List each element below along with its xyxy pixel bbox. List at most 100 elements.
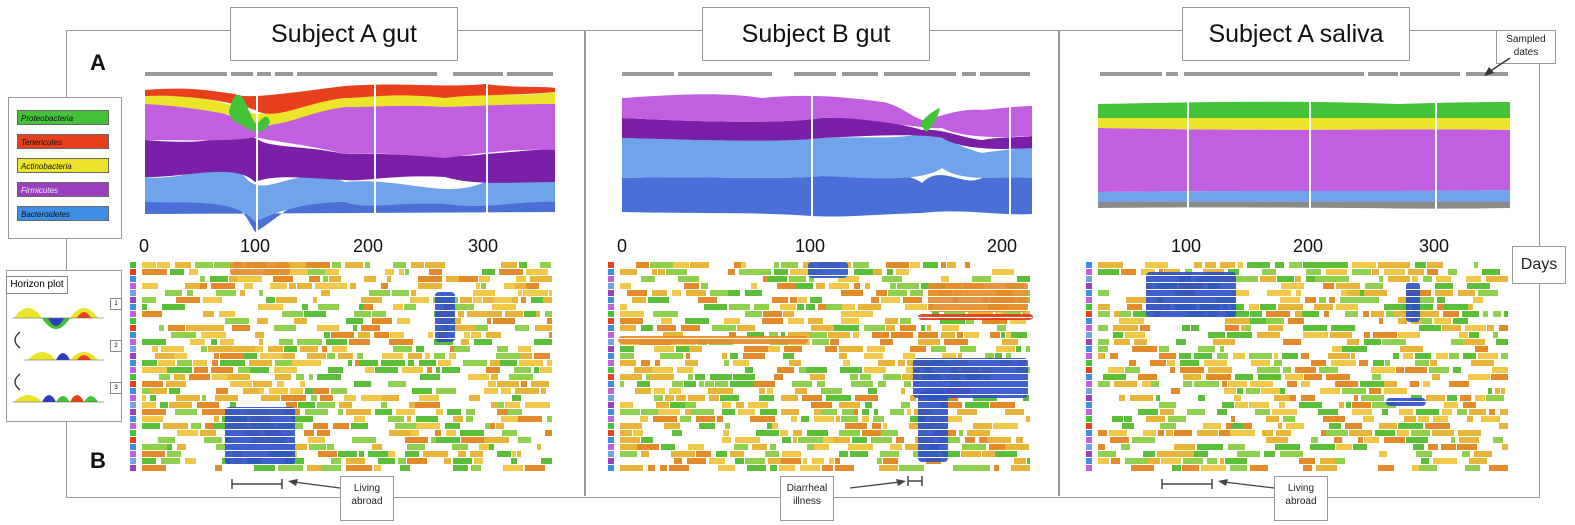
horizon-cell — [768, 276, 787, 282]
horizon-cell — [967, 430, 990, 436]
horizon-cell — [302, 304, 308, 310]
horizon-cell — [678, 276, 699, 282]
taxon-color-swatch — [608, 374, 614, 380]
taxon-color-swatch — [1086, 388, 1092, 394]
horizon-cell — [781, 262, 798, 268]
horizon-wave-2 — [24, 352, 104, 361]
horizon-cell — [1412, 297, 1434, 303]
horizon-cell — [777, 367, 794, 373]
horizon-cell — [965, 402, 989, 408]
row-separator — [1094, 401, 1510, 402]
horizon-cell — [897, 283, 919, 289]
horizon-cell — [1150, 360, 1166, 366]
horizon-cell — [661, 444, 675, 450]
horizon-cell — [1379, 451, 1387, 457]
horizon-cell — [1296, 290, 1301, 296]
horizon-cell — [1011, 465, 1030, 471]
horizon-cell — [512, 395, 521, 401]
horizon-cell — [193, 360, 207, 366]
horizon-cell — [333, 423, 349, 429]
horizon-cell — [1238, 262, 1243, 268]
horizon-cell — [470, 360, 487, 366]
horizon-cell — [292, 416, 313, 422]
horizon-cell — [361, 395, 382, 401]
horizon-cell — [812, 339, 829, 345]
horizon-cell — [966, 318, 974, 324]
horizon-cell — [534, 339, 552, 345]
horizon-cell — [1361, 395, 1384, 401]
horizon-cell — [845, 423, 867, 429]
horizon-cell — [774, 374, 783, 380]
horizon-cell — [142, 297, 156, 303]
horizon-cell — [214, 262, 232, 268]
row-separator — [138, 443, 554, 444]
horizon-cell — [447, 409, 461, 415]
horizon-cell — [490, 423, 495, 429]
horizon-cell — [1428, 444, 1438, 450]
horizon-cell — [1160, 423, 1176, 429]
row-separator — [616, 450, 1032, 451]
horizon-cell — [1157, 451, 1178, 457]
horizon-cell — [488, 381, 496, 387]
taxon-color-swatch — [1086, 325, 1092, 331]
horizon-cell — [1098, 339, 1109, 345]
horizon-cell — [1098, 346, 1108, 352]
horizon-cell — [883, 423, 887, 429]
horizon-cell — [319, 388, 329, 394]
taxon-color-swatch — [130, 332, 136, 338]
tick-a-0: 0 — [139, 236, 150, 256]
horizon-cell — [822, 465, 833, 471]
horizon-cell — [1234, 395, 1241, 401]
horizon-cell — [939, 437, 960, 443]
horizon-cell — [142, 339, 166, 345]
horizon-cell — [1319, 367, 1338, 373]
horizon-cell — [633, 430, 643, 436]
horizon-cell — [404, 304, 416, 310]
horizon-cell — [195, 262, 213, 268]
horizon-cell — [458, 451, 466, 457]
horizon-cell — [346, 465, 362, 471]
horizon-cell — [257, 318, 268, 324]
horizon-cell — [696, 451, 711, 457]
taxon-color-swatch — [1086, 262, 1092, 268]
horizon-cell — [461, 437, 484, 443]
horizon-cell — [1315, 276, 1336, 282]
horizon-cell — [839, 430, 860, 436]
horizon-cell — [1419, 325, 1441, 331]
row-separator — [616, 415, 1032, 416]
horizon-cell — [763, 276, 768, 282]
horizon-cell — [1353, 444, 1367, 450]
horizon-cell — [323, 276, 328, 282]
horizon-heatmap-subject-a-gut — [130, 262, 554, 471]
horizon-cell — [270, 283, 287, 289]
horizon-cell — [254, 465, 275, 471]
taxon-color-swatch — [608, 444, 614, 450]
horizon-cell — [1385, 360, 1390, 366]
horizon-cell — [1266, 416, 1279, 422]
horizon-cell — [1379, 423, 1397, 429]
horizon-cell — [313, 388, 319, 394]
horizon-cell — [1415, 353, 1431, 359]
horizon-cell — [715, 381, 728, 387]
horizon-cell — [1166, 430, 1173, 436]
taxon-color-swatch — [130, 297, 136, 303]
taxon-color-swatch — [608, 325, 614, 331]
horizon-cell — [405, 269, 409, 275]
horizon-cell — [754, 381, 775, 387]
horizon-cell — [471, 332, 481, 338]
horizon-cell — [1275, 444, 1300, 450]
horizon-cell — [759, 395, 774, 401]
horizon-cell — [1257, 367, 1280, 373]
horizon-cell — [278, 465, 303, 471]
horizon-cell — [620, 402, 633, 408]
horizon-cell — [972, 465, 983, 471]
row-separator — [138, 303, 554, 304]
horizon-cell — [540, 262, 551, 268]
horizon-cell — [1249, 304, 1259, 310]
horizon-cell — [1222, 402, 1234, 408]
taxon-color-swatch — [130, 325, 136, 331]
horizon-cell — [905, 304, 927, 310]
horizon-cell — [962, 444, 986, 450]
taxon-color-swatch — [130, 374, 136, 380]
taxon-color-swatch — [608, 262, 614, 268]
